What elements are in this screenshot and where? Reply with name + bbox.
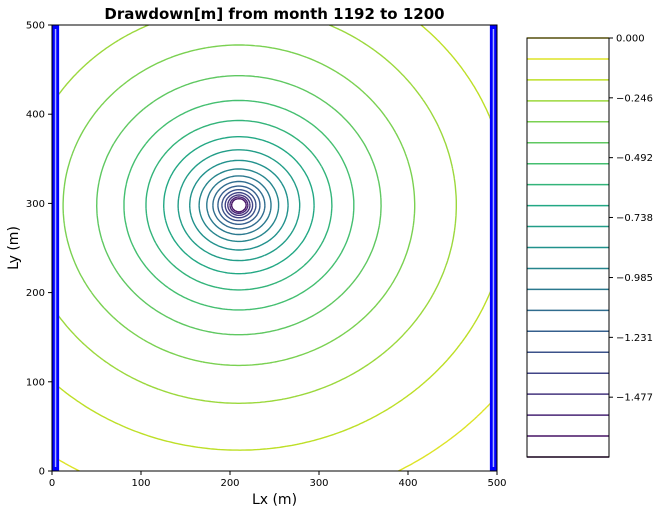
colorbar-tick-label: −0.492 [616, 153, 653, 164]
contour-line [62, 44, 416, 367]
x-tick-label: 0 [49, 478, 55, 489]
colorbar-tick-label: −0.985 [616, 273, 653, 284]
contour-line [229, 196, 249, 214]
contour-lines [52, 25, 497, 471]
contour-line [212, 180, 266, 230]
contour-line [206, 175, 272, 236]
contour-line [224, 191, 254, 219]
x-tick-label: 500 [487, 478, 506, 489]
plot-area [51, 24, 498, 472]
contour-line [163, 136, 315, 275]
colorbar-tick-label: 0.000 [616, 34, 645, 45]
x-tick-label: 300 [309, 478, 328, 489]
x-tick-label: 400 [398, 478, 417, 489]
x-axis-label: Lx (m) [252, 492, 297, 508]
boundary-strips [52, 25, 497, 471]
contour-line [227, 194, 251, 216]
colorbar: 0.000 −0.246 −0.492 −0.738 −0.985 −1.231 −1.47… [526, 34, 653, 458]
contour-line [230, 198, 247, 213]
y-tick-label: 0 [39, 467, 45, 478]
colorbar-tick-label: −0.246 [616, 93, 653, 104]
x-axis: 0 100 200 300 400 500 [49, 471, 507, 489]
plot-background [52, 25, 497, 471]
contour-line [96, 75, 382, 336]
x-tick-label: 100 [131, 478, 150, 489]
y-tick-label: 100 [26, 377, 45, 388]
colorbar-tick-label: −1.477 [616, 393, 653, 404]
y-tick-label: 200 [26, 288, 45, 299]
contour-line [189, 159, 289, 251]
colorbar-tick-label: −1.231 [616, 333, 653, 344]
y-axis: 0 100 200 300 400 500 [26, 21, 52, 478]
contour-line [221, 189, 257, 222]
contour-line [198, 168, 280, 243]
colorbar-tick-label: −0.738 [616, 213, 653, 224]
contour-line [123, 99, 355, 311]
contour-line [145, 119, 333, 291]
y-tick-label: 300 [26, 199, 45, 210]
x-tick-label: 200 [220, 478, 239, 489]
y-axis-label: Ly (m) [6, 226, 22, 270]
y-tick-label: 400 [26, 110, 45, 121]
plot-frame [51, 24, 498, 472]
contour-line [52, 25, 457, 404]
contour-line [177, 149, 301, 262]
colorbar-frame [526, 37, 610, 458]
y-tick-label: 500 [26, 21, 45, 32]
contour-line [217, 185, 261, 225]
chart-title: Drawdown[m] from month 1192 to 1200 [104, 5, 444, 23]
